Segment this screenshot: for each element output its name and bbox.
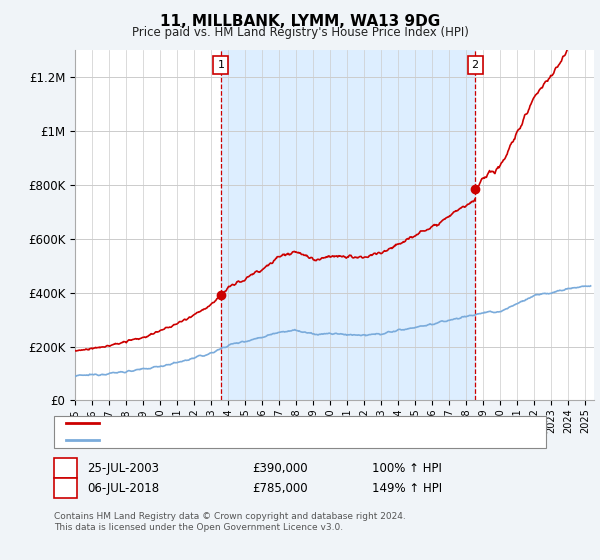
Text: 11, MILLBANK, LYMM, WA13 9DG: 11, MILLBANK, LYMM, WA13 9DG [160, 14, 440, 29]
Text: 100% ↑ HPI: 100% ↑ HPI [372, 461, 442, 475]
Text: HPI: Average price, detached house, Warrington: HPI: Average price, detached house, Warr… [105, 435, 373, 445]
Text: Price paid vs. HM Land Registry's House Price Index (HPI): Price paid vs. HM Land Registry's House … [131, 26, 469, 39]
Text: £785,000: £785,000 [252, 482, 308, 495]
Text: 2: 2 [472, 60, 479, 70]
Bar [221, 50, 475, 400]
Text: 1: 1 [61, 461, 70, 475]
Text: £390,000: £390,000 [252, 461, 308, 475]
Text: 1: 1 [217, 60, 224, 70]
Text: 2: 2 [61, 482, 70, 495]
Text: Contains HM Land Registry data © Crown copyright and database right 2024.
This d: Contains HM Land Registry data © Crown c… [54, 512, 406, 532]
Text: 11, MILLBANK, LYMM, WA13 9DG (detached house): 11, MILLBANK, LYMM, WA13 9DG (detached h… [105, 418, 389, 428]
Text: 25-JUL-2003: 25-JUL-2003 [87, 461, 159, 475]
Text: 06-JUL-2018: 06-JUL-2018 [87, 482, 159, 495]
Text: 149% ↑ HPI: 149% ↑ HPI [372, 482, 442, 495]
